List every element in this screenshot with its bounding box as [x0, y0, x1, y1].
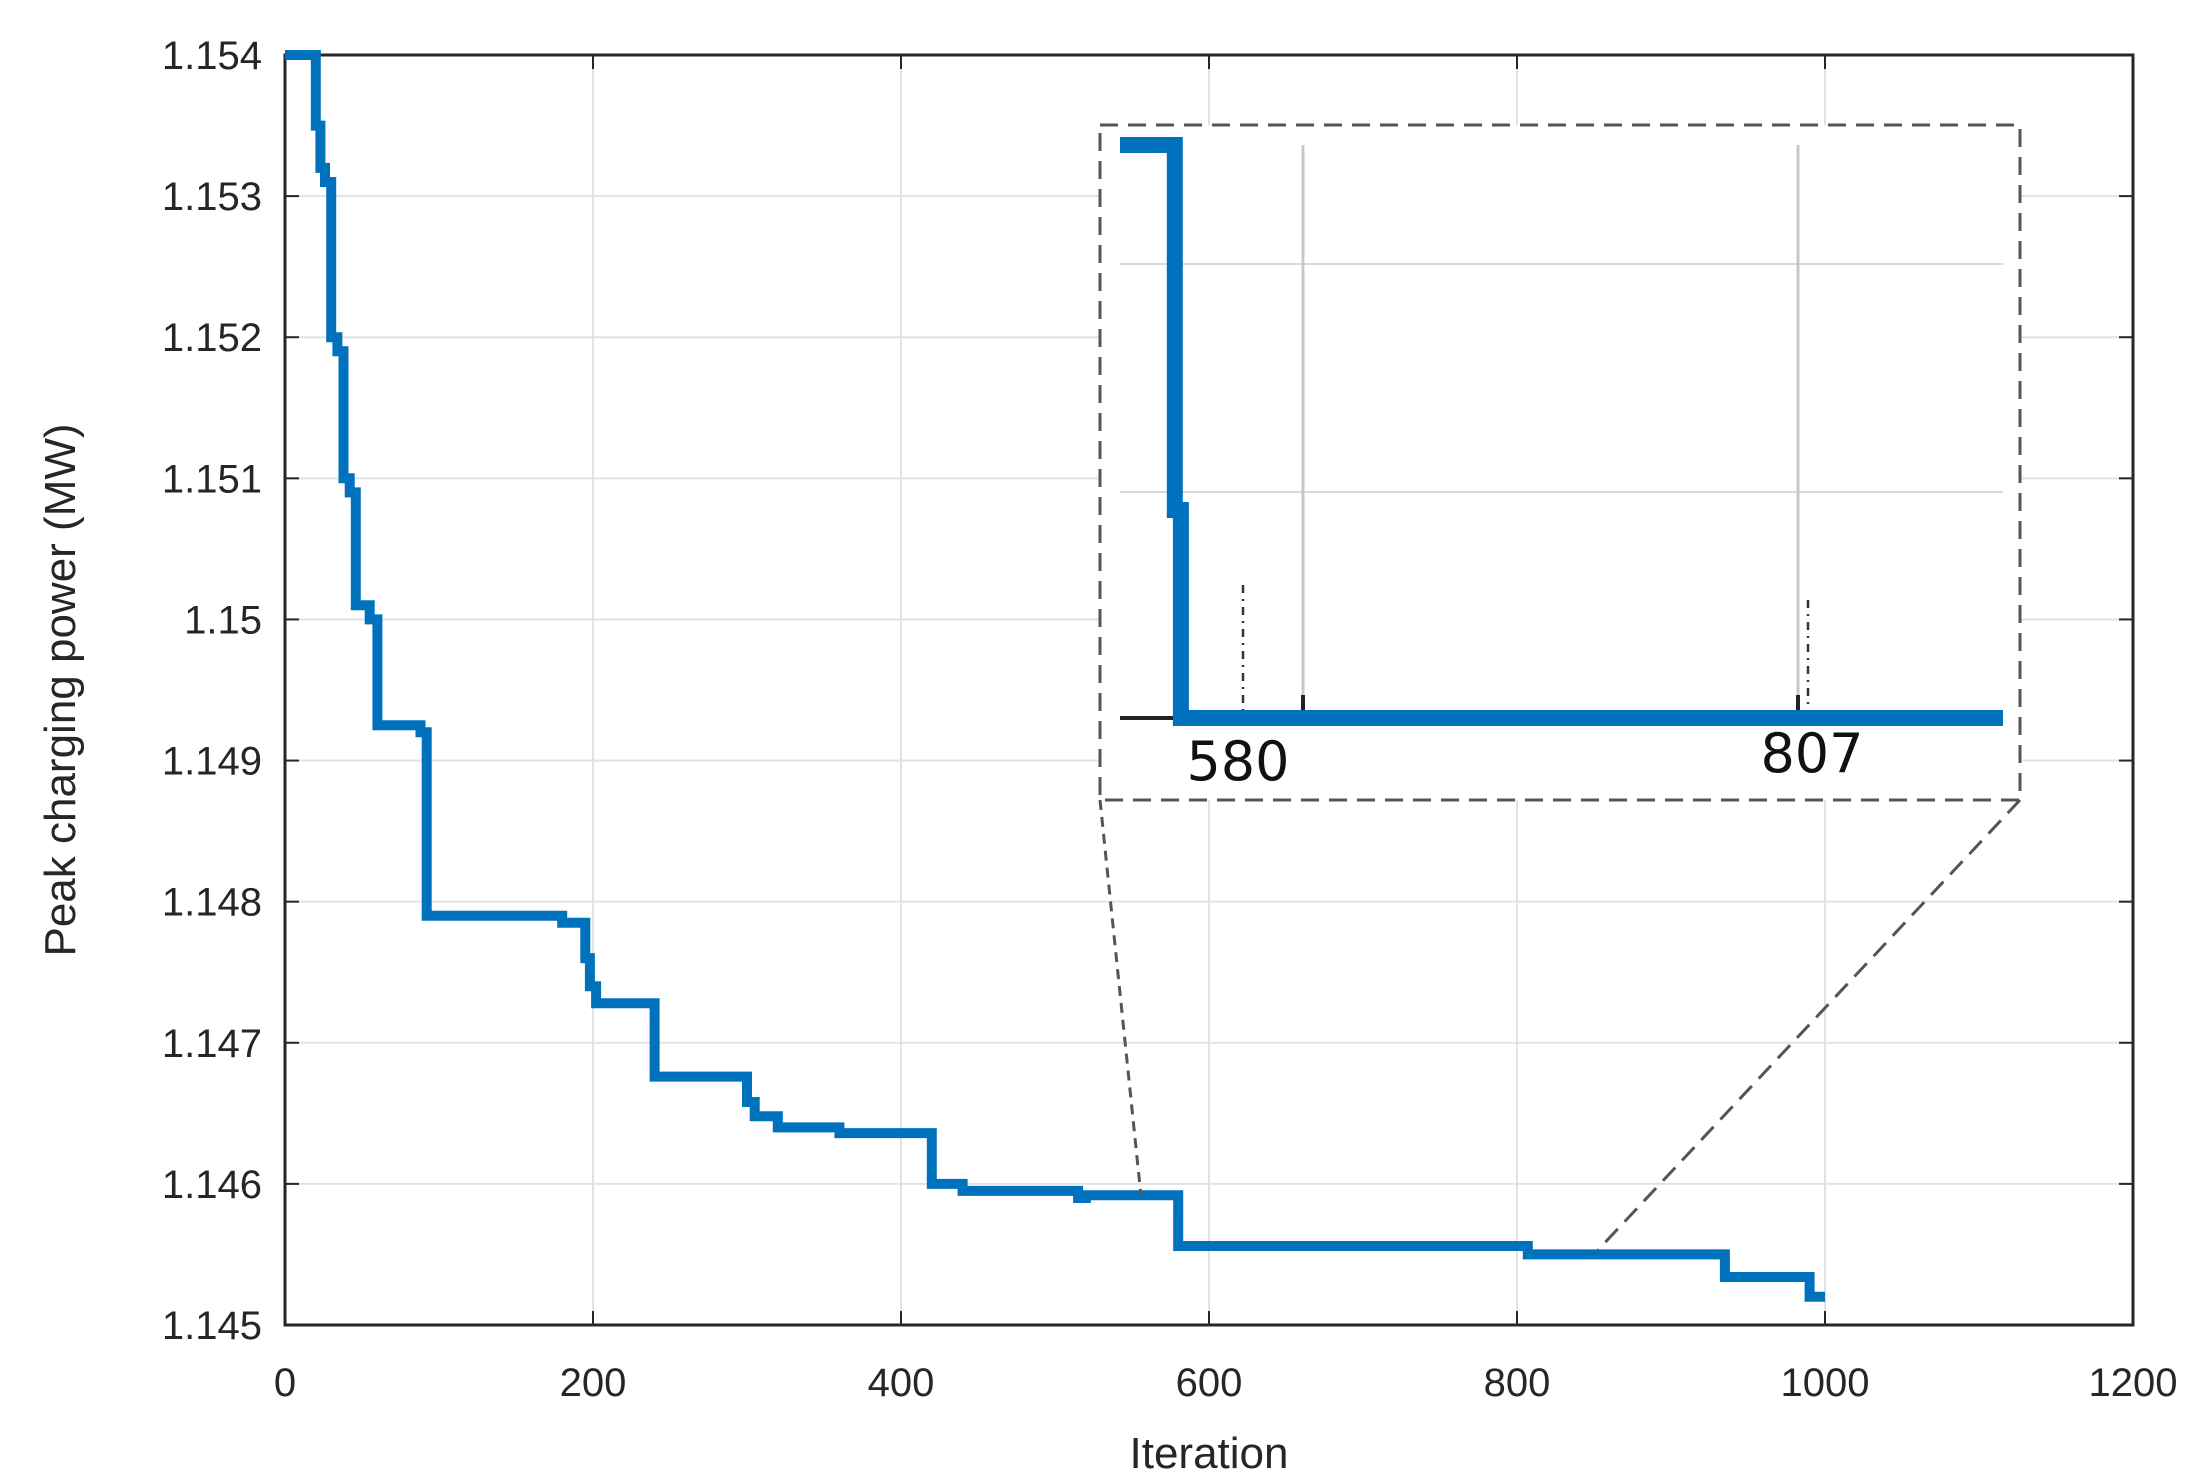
- zoom-inset: 580 807: [1098, 123, 2022, 802]
- x-tick-label: 1200: [2089, 1361, 2178, 1405]
- y-tick-label: 1.147: [162, 1022, 262, 1066]
- y-tick-label: 1.151: [162, 457, 262, 501]
- x-tick-label: 800: [1484, 1361, 1551, 1405]
- x-tick-label: 600: [1176, 1361, 1243, 1405]
- inset-tick-label-580: 580: [1186, 730, 1289, 793]
- y-tick-label: 1.146: [162, 1163, 262, 1207]
- inset-tick-label-807: 807: [1760, 722, 1863, 785]
- zoom-connector-right: [1596, 798, 2022, 1252]
- inset-series-line: [1120, 137, 2003, 726]
- y-tick-label: 1.153: [162, 175, 262, 219]
- x-tick-label: 0: [274, 1361, 296, 1405]
- x-axis-label: Iteration: [1130, 1429, 1289, 1478]
- y-tick-label: 1.15: [184, 598, 262, 642]
- x-tick-label: 400: [868, 1361, 935, 1405]
- y-tick-label: 1.149: [162, 740, 262, 784]
- x-tick-label: 1000: [1781, 1361, 1870, 1405]
- x-tick-labels: 0 200 400 600 800 1000 1200: [274, 1361, 2178, 1405]
- y-tick-label: 1.154: [162, 34, 262, 78]
- zoom-connector-left: [1098, 799, 1143, 1197]
- series-line: [285, 50, 1825, 1302]
- inset-box: [1098, 123, 2022, 802]
- x-tick-label: 200: [560, 1361, 627, 1405]
- y-tick-label: 1.145: [162, 1304, 262, 1348]
- y-tick-labels: 1.145 1.146 1.147 1.148 1.149 1.15 1.151 1.152 1…: [162, 34, 262, 1348]
- y-tick-label: 1.148: [162, 881, 262, 925]
- y-axis-label: Peak charging power (MW): [36, 423, 85, 956]
- y-tick-label: 1.152: [162, 316, 262, 360]
